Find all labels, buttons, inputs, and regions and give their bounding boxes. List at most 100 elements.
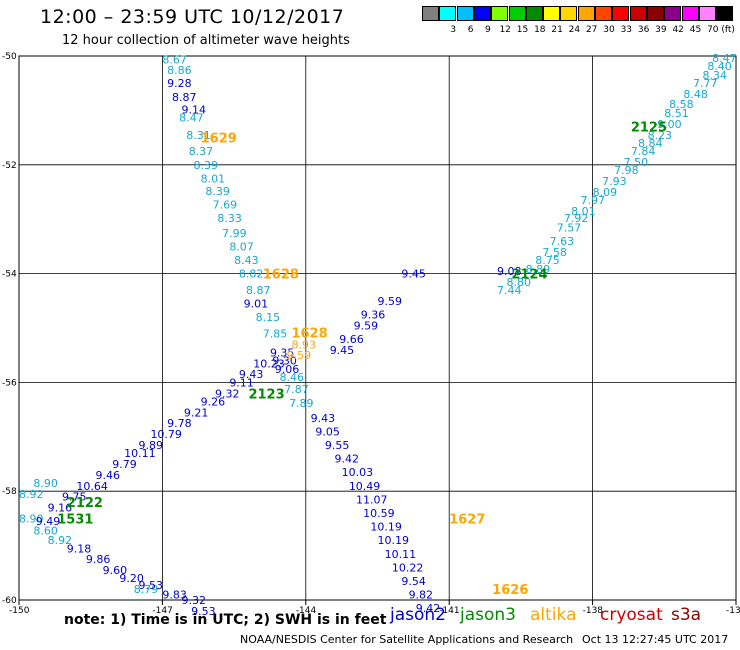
data-point-jason2: 9.66 [339, 333, 364, 346]
color-swatch [491, 6, 509, 21]
color-swatch [716, 6, 734, 21]
data-point-altika: 7.57 [557, 221, 582, 234]
y-tick-label: -52 [2, 161, 17, 171]
color-swatch [595, 6, 612, 21]
y-tick-label: -54 [2, 270, 17, 280]
x-tick-label: -13 [726, 606, 740, 616]
data-point-jason2: 9.83 [162, 589, 187, 602]
data-point-jason2: 9.53 [139, 579, 164, 592]
data-point-altika-extra: 8.93 [291, 338, 316, 351]
color-label: 12 [499, 25, 511, 35]
data-point-jason2: 9.06 [275, 363, 300, 376]
data-point-altika: 8.33 [217, 212, 242, 225]
data-point-jason2: 10.59 [363, 507, 395, 520]
pass-label: 2122 [67, 496, 103, 511]
color-swatch [577, 6, 595, 21]
data-point-jason2: 9.59 [354, 319, 379, 332]
data-point-jason2: 9.60 [103, 564, 128, 577]
data-point-altika: 8.37 [189, 145, 214, 158]
x-tick-label: -141 [439, 606, 459, 616]
data-point-altika: 8.79 [134, 583, 159, 596]
data-point-altika: 7.84 [631, 145, 656, 158]
data-point-altika: 7.85 [263, 327, 288, 340]
data-point-altika: 8.39 [193, 159, 218, 172]
data-point-jason2: 9.54 [401, 575, 426, 588]
data-point-jason2: 10.79 [150, 428, 182, 441]
color-label: 24 [568, 25, 581, 35]
data-point-altika: 7.92 [564, 212, 589, 225]
data-point-jason2: 9.20 [119, 572, 144, 585]
data-point-jason2: 10.19 [378, 534, 410, 547]
data-point-altika: 7.93 [602, 175, 627, 188]
color-swatch [456, 6, 474, 21]
data-point-altika: 8.47 [179, 111, 204, 124]
color-swatch [629, 6, 647, 21]
data-point-jason2: 9.75 [62, 491, 87, 504]
data-point-jason2: 9.59 [378, 295, 403, 308]
color-swatch [439, 6, 457, 21]
color-label: 30 [603, 25, 615, 35]
data-point-altika: 7.97 [581, 194, 606, 207]
data-point-altika: 8.60 [33, 524, 58, 537]
data-point-altika: 8.07 [229, 240, 254, 253]
data-point-altika: 8.87 [246, 284, 270, 297]
data-point-jason2: 8.87 [172, 91, 197, 104]
data-point-jason2: 9.46 [95, 469, 120, 482]
color-label: 6 [467, 25, 474, 35]
data-point-altika: 8.39 [205, 185, 230, 198]
x-tick-label: -144 [296, 606, 317, 616]
data-point-altika: 8.89 [526, 263, 551, 276]
data-point-jason2: 9.42 [334, 453, 359, 466]
y-tick-label: -56 [2, 378, 17, 388]
data-point-altika: 8.84 [638, 137, 663, 150]
data-point-jason2: 9.32 [182, 594, 207, 607]
x-tick-label: -150 [9, 606, 30, 616]
color-label: 70 [707, 25, 719, 35]
data-point-jason2: 9.49 [36, 515, 61, 528]
legend-jason3: jason3 [460, 605, 516, 625]
note-text: note: 1) Time is in UTC; 2) SWH is in fe… [64, 612, 387, 628]
data-point-jason2: 10.19 [370, 521, 402, 534]
data-point-altika: 8.23 [648, 129, 673, 142]
color-label: 27 [585, 25, 598, 35]
data-point-jason2: 9.79 [112, 458, 136, 471]
chart-subtitle: 12 hour collection of altimeter wave hei… [62, 33, 350, 48]
data-point-altika: 8.01 [571, 205, 596, 218]
color-label: 21 [551, 25, 563, 35]
color-label: 42 [672, 25, 684, 35]
color-label: 36 [637, 25, 650, 35]
data-point-altika: 8.46 [280, 371, 305, 384]
plot-frame [18, 55, 737, 601]
data-point-jason2: 9.18 [67, 542, 92, 555]
data-point-altika: 7.87 [284, 383, 309, 396]
data-point-altika: 8.43 [234, 254, 259, 267]
data-point-jason2: 9.55 [325, 439, 350, 452]
x-tick-label: -138 [583, 606, 604, 616]
data-point-jason2: 9.05 [315, 425, 340, 438]
timestamp-text: Oct 13 12:27:45 UTC 2017 [582, 633, 729, 646]
data-point-jason2: 9.08 [497, 265, 522, 278]
data-point-jason2: 9.28 [167, 77, 192, 90]
data-point-jason2: 9.35 [270, 346, 295, 359]
pass-label: 1531 [57, 512, 93, 527]
data-point-jason2: 9.45 [401, 268, 426, 281]
data-point-jason2: 9.53 [191, 605, 216, 618]
color-swatch [543, 6, 561, 21]
data-point-altika: 8.40 [707, 60, 732, 73]
color-swatch [646, 6, 664, 21]
color-label: 18 [534, 25, 546, 35]
color-label: 9 [485, 25, 491, 35]
legend-cryosat: cryosat [600, 605, 663, 625]
data-point-altika: 9.00 [657, 118, 682, 131]
data-point-altika: 8.75 [535, 254, 560, 267]
pass-label: 1628 [263, 268, 299, 283]
color-swatch [473, 6, 491, 21]
data-point-altika: 8.09 [593, 186, 618, 199]
data-point-altika: 8.34 [703, 69, 728, 82]
legend-s3a: s3a [671, 605, 702, 625]
color-swatch [698, 6, 716, 21]
data-point-jason2: 9.16 [48, 502, 73, 515]
x-tick-label: -147 [152, 606, 172, 616]
data-point-jason2: 9.01 [244, 298, 269, 311]
